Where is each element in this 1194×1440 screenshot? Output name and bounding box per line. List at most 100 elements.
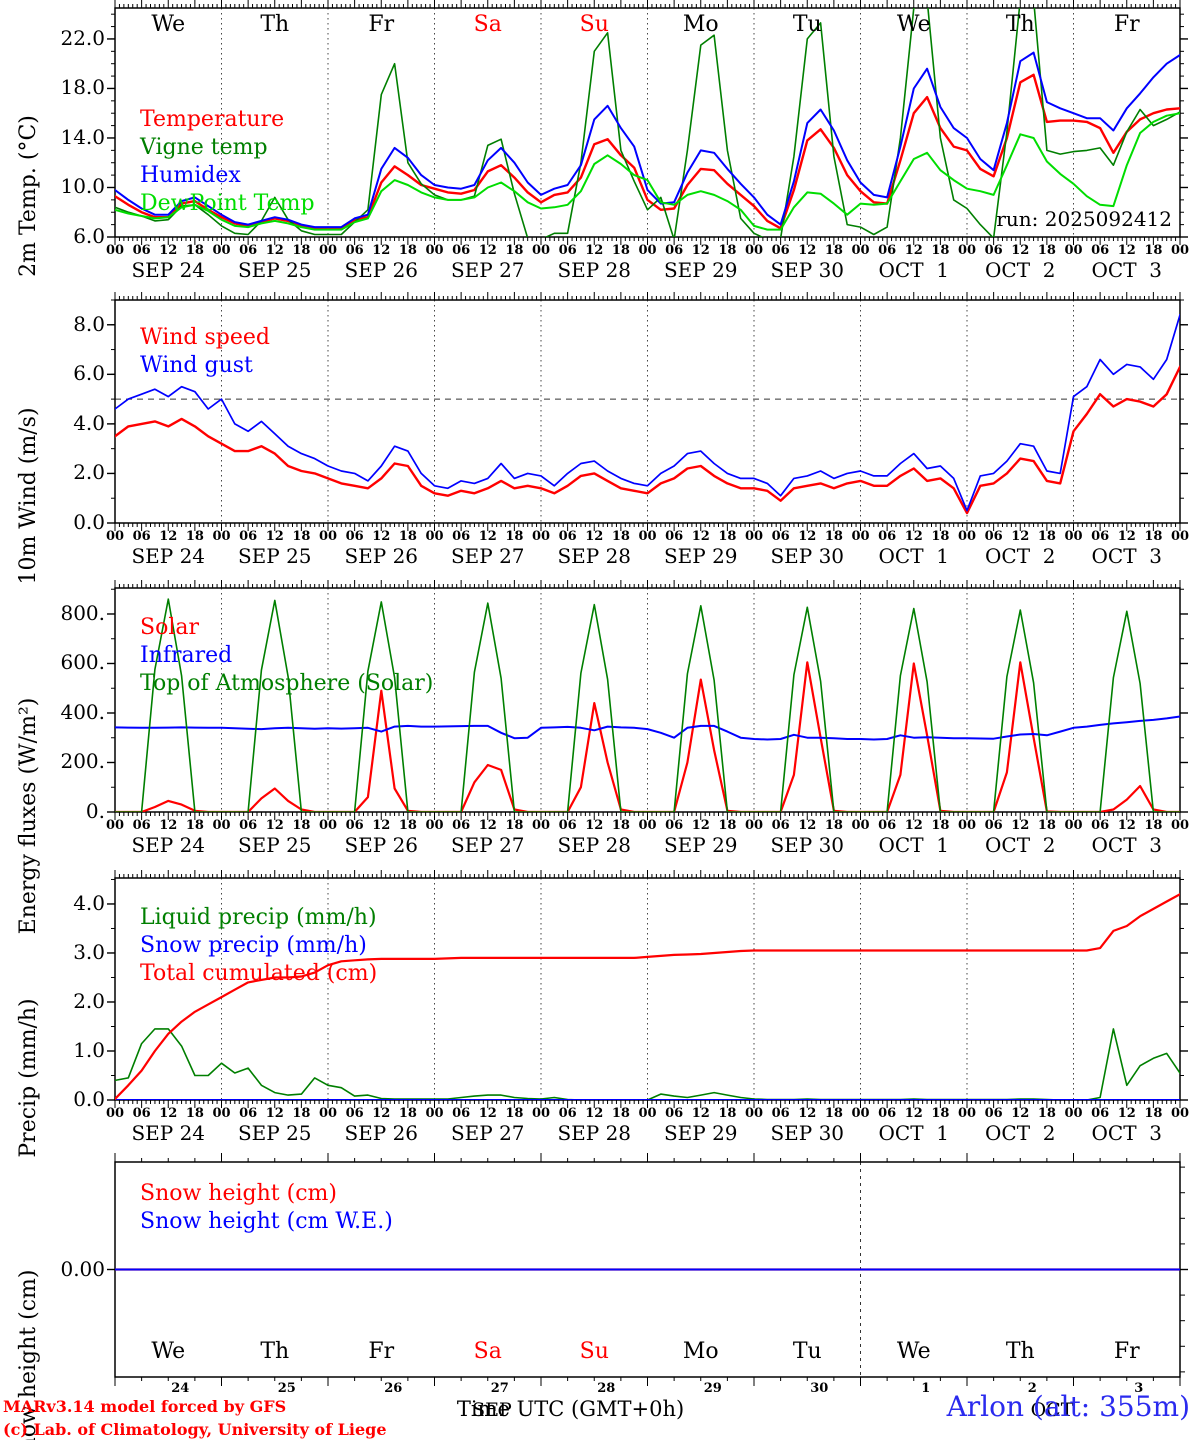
day-name-label: We [151,12,186,37]
date-label: SEP 24 [131,258,206,282]
x-tick-label: 00 [531,243,551,258]
x-tick-label: 00 [212,1106,231,1121]
x-tick-label: 00 [957,243,977,258]
x-tick-label: 12 [159,243,178,258]
x-tick-label: 12 [159,818,178,833]
credit-line-1: MARv3.14 model forced by GFS [3,1397,287,1416]
x-tick-label: 00 [425,529,444,544]
x-tick-label: 00 [212,529,231,544]
date-label: SEP 28 [557,1121,632,1145]
x-tick-label: 06 [345,243,364,258]
y-axis-title-precip: Precip (mm/h) [16,998,41,1158]
x-tick-label: 06 [1091,243,1110,258]
x-tick-label: 18 [718,529,737,544]
series-humidex [115,51,1180,229]
x-tick-label: 18 [824,1106,843,1121]
date-label: OCT 1 [878,544,949,568]
x-tick-label: 18 [1037,529,1056,544]
y-tick-label: 4.0 [73,890,105,915]
date-label: SEP 30 [770,833,845,857]
x-tick-label: 12 [265,818,284,833]
x-tick-label: 00 [1170,818,1190,833]
day-name-label: Tu [792,1339,822,1364]
date-label: SEP 25 [237,833,312,857]
x-tick-label: 06 [984,818,1003,833]
x-tick-label: 06 [1091,818,1110,833]
y-tick-label: 0.0 [73,1087,105,1111]
x-tick-label: 06 [558,529,577,544]
x-tick-label: 06 [452,818,471,833]
day-number-label: 28 [597,1381,616,1396]
x-tick-label: 12 [691,529,710,544]
x-tick-label: 00 [1064,818,1083,833]
legend-vigne-temp: Vigne temp [140,135,268,160]
x-tick-label: 18 [718,243,737,258]
x-tick-label: 12 [372,529,391,544]
x-tick-label: 18 [931,243,950,258]
date-label: OCT 2 [985,258,1056,282]
x-tick-label: 18 [398,243,417,258]
x-tick-label: 12 [585,529,604,544]
x-tick-label: 06 [878,818,897,833]
x-tick-label: 12 [265,529,284,544]
date-label: SEP 28 [557,833,632,857]
day-name-label: Su [579,1339,609,1364]
x-tick-label: 06 [239,818,258,833]
legend-total-cumulated-cm-: Total cumulated (cm) [140,961,378,986]
y-tick-label: 0.00 [60,1256,105,1281]
series-total-cumulated-cm- [115,893,1180,1100]
date-label: SEP 30 [770,1121,845,1145]
x-tick-label: 18 [1144,529,1163,544]
x-tick-label: 00 [318,1106,338,1121]
date-label: SEP 26 [344,833,419,857]
day-name-label: Th [1005,12,1035,37]
x-tick-label: 12 [1117,243,1136,258]
x-tick-label: 00 [1170,243,1190,258]
series-dewpoint-temp [115,112,1180,231]
x-tick-label: 18 [505,1106,524,1121]
x-tick-label: 06 [1091,529,1110,544]
y-tick-label: 14.0 [60,124,105,149]
date-label: SEP 27 [450,1121,525,1145]
x-tick-label: 00 [851,529,870,544]
station-label: Arlon (alt: 355m) [946,1390,1190,1423]
x-tick-label: 00 [425,1106,444,1121]
y-tick-label: 0.0 [73,510,105,534]
x-tick-label: 12 [159,529,178,544]
y-tick-label: 1.0 [73,1037,105,1062]
x-tick-label: 00 [425,243,444,258]
x-tick-label: 06 [558,243,577,258]
x-tick-label: 18 [931,1106,950,1121]
y-tick-label: 4.0 [73,410,105,435]
x-tick-label: 18 [824,818,843,833]
day-name-label: We [896,1339,931,1364]
day-number-label: 26 [384,1381,403,1396]
x-tick-label: 12 [265,243,284,258]
x-tick-label: 18 [505,243,524,258]
legend-wind-speed: Wind speed [140,325,271,350]
day-number-label: 3 [1134,1381,1144,1396]
date-label: SEP 30 [770,258,845,282]
x-tick-label: 12 [585,818,604,833]
time-axis-label: Time UTC (GMT+0h) [456,1397,685,1421]
x-tick-label: 18 [611,818,630,833]
date-label: SEP 26 [344,544,419,568]
x-tick-label: 00 [638,1106,657,1121]
x-tick-label: 18 [824,243,843,258]
day-number-label: 27 [490,1381,509,1396]
x-tick-label: 12 [372,243,391,258]
y-tick-label: 3.0 [73,939,105,964]
x-tick-label: 00 [212,818,231,833]
x-tick-label: 12 [1117,818,1136,833]
x-tick-label: 18 [611,1106,630,1121]
date-label: SEP 25 [237,258,312,282]
x-tick-label: 06 [239,243,258,258]
x-tick-label: 12 [1011,818,1030,833]
x-tick-label: 06 [345,818,364,833]
date-label: OCT 3 [1091,544,1162,568]
date-label: OCT 1 [878,258,949,282]
x-tick-label: 18 [292,818,311,833]
legend-snow-height-cm-: Snow height (cm) [140,1181,337,1206]
